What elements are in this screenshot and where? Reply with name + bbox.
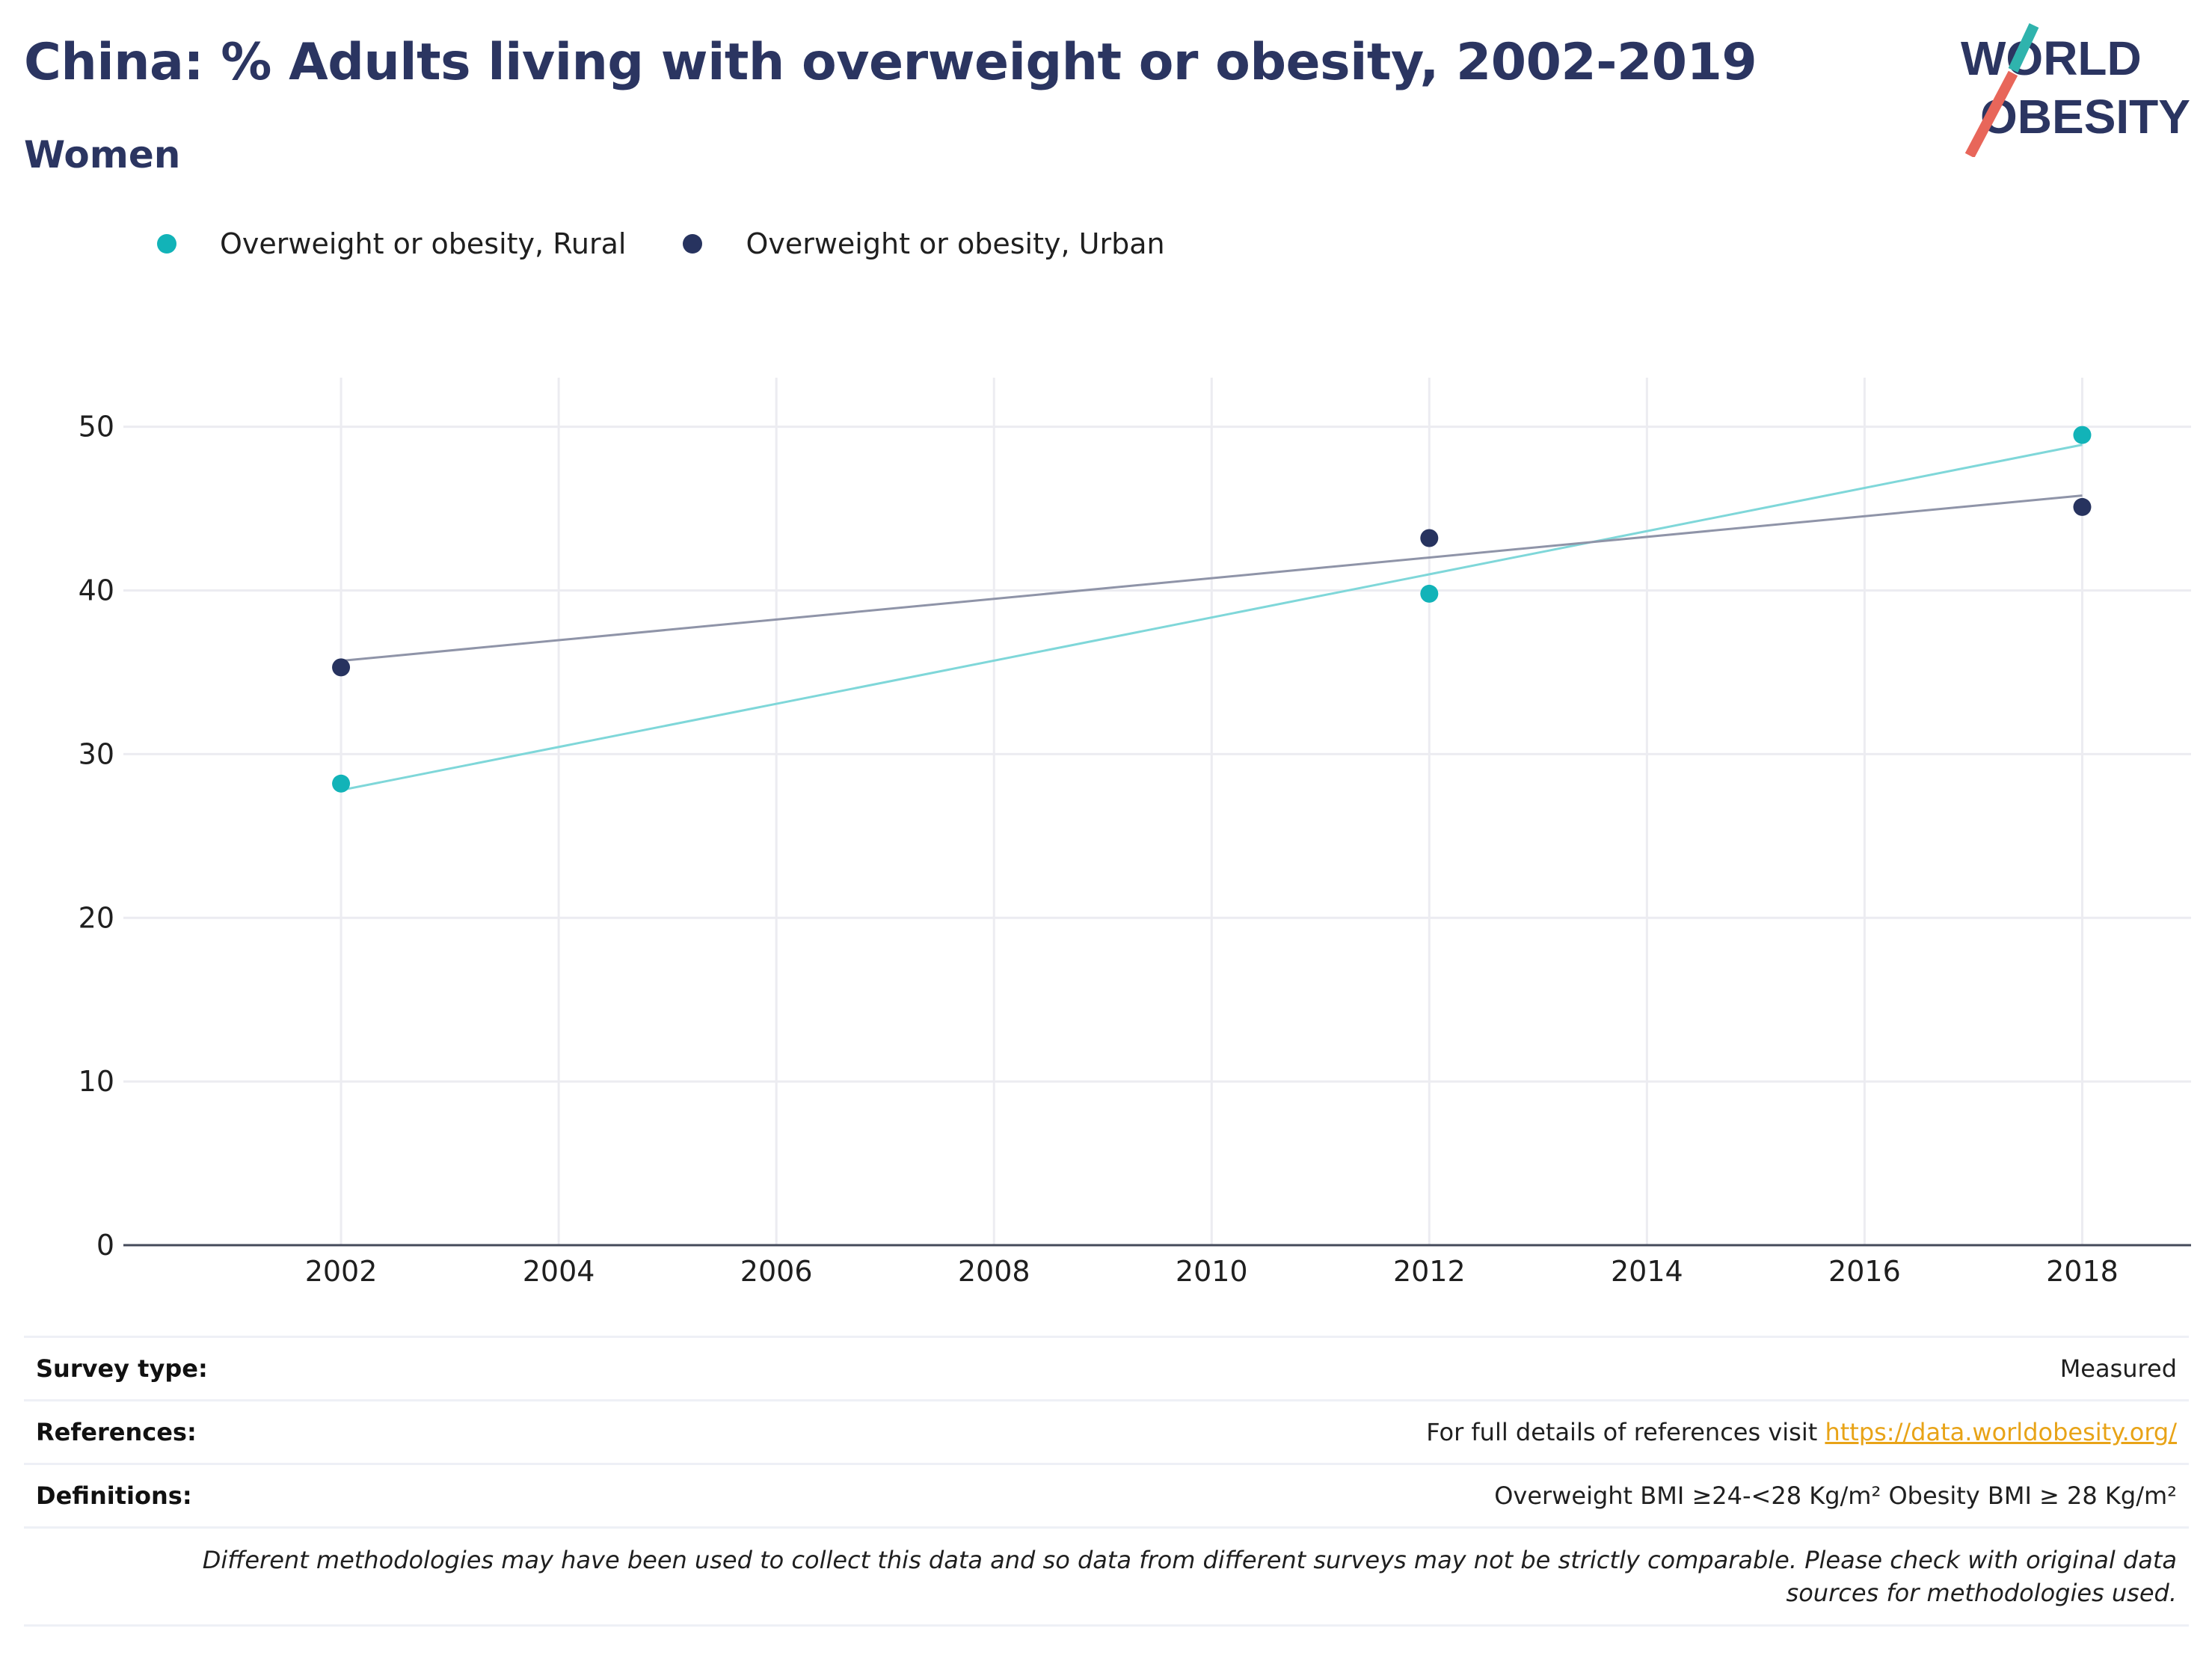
definitions-label: Definitions: <box>36 1481 192 1510</box>
info-table: Survey type: Measured References: For fu… <box>24 1336 2189 1627</box>
legend-marker-urban <box>683 234 703 254</box>
trendline-urban <box>340 494 2083 663</box>
x-tick-label: 2014 <box>1611 1255 1683 1288</box>
references-label: References: <box>36 1418 197 1446</box>
legend-label-urban: Overweight or obesity, Urban <box>746 227 1165 260</box>
svg-text:OBESITY: OBESITY <box>1980 90 2190 144</box>
survey-type-row: Survey type: Measured <box>24 1336 2189 1399</box>
legend-marker-rural <box>157 234 176 254</box>
svg-text:WORLD: WORLD <box>1961 31 2142 85</box>
legend-label-rural: Overweight or obesity, Rural <box>220 227 627 260</box>
y-tick-label: 40 <box>79 574 114 607</box>
chart-legend: Overweight or obesity, Rural Overweight … <box>157 223 1222 265</box>
trendline-rural <box>340 443 2083 792</box>
x-tick-label: 2004 <box>523 1255 595 1288</box>
x-tick-label: 2016 <box>1828 1255 1901 1288</box>
legend-item-rural[interactable]: Overweight or obesity, Rural <box>157 227 626 260</box>
methodology-note: Different methodologies may have been us… <box>24 1526 2189 1627</box>
x-tick-label: 2010 <box>1176 1255 1248 1288</box>
survey-type-label: Survey type: <box>36 1354 208 1383</box>
survey-type-value: Measured <box>2059 1354 2177 1383</box>
data-point-rural <box>1420 584 1439 603</box>
scatter-chart: 2002 2004 2006 2008 2010 2012 2014 2016 2018 0 10 2… <box>79 378 2191 1288</box>
y-tick-label: 10 <box>79 1065 114 1098</box>
data-point-rural <box>2073 426 2092 444</box>
data-point-urban <box>1420 529 1439 547</box>
x-tick-label: 2018 <box>2046 1255 2119 1288</box>
references-value: For full details of references visit htt… <box>1426 1418 2189 1446</box>
references-row: References: For full details of referenc… <box>24 1399 2189 1463</box>
x-tick-label: 2002 <box>305 1255 378 1288</box>
definitions-row: Definitions: Overweight BMI ≥24-<28 Kg/m… <box>24 1463 2189 1526</box>
y-tick-label: 20 <box>79 901 114 934</box>
definitions-value: Overweight BMI ≥24-<28 Kg/m² Obesity BMI… <box>1494 1481 2177 1510</box>
legend-item-urban[interactable]: Overweight or obesity, Urban <box>683 227 1165 260</box>
x-tick-label: 2006 <box>740 1255 813 1288</box>
y-tick-label: 50 <box>79 411 114 443</box>
y-tick-label: 0 <box>96 1229 114 1262</box>
references-text: For full details of references visit <box>1426 1418 1825 1446</box>
chart-subtitle: Women <box>24 133 181 176</box>
references-link[interactable]: https://data.worldobesity.org/ <box>1825 1418 2177 1446</box>
data-point-rural <box>332 774 351 793</box>
chart-title: China: % Adults living with overweight o… <box>24 33 1757 92</box>
data-point-urban <box>2073 497 2092 516</box>
y-tick-label: 30 <box>79 737 114 770</box>
x-tick-label: 2008 <box>958 1255 1030 1288</box>
x-tick-label: 2012 <box>1393 1255 1466 1288</box>
world-obesity-logo: WORLD OBESITY <box>1961 23 2190 157</box>
data-point-urban <box>332 658 351 677</box>
